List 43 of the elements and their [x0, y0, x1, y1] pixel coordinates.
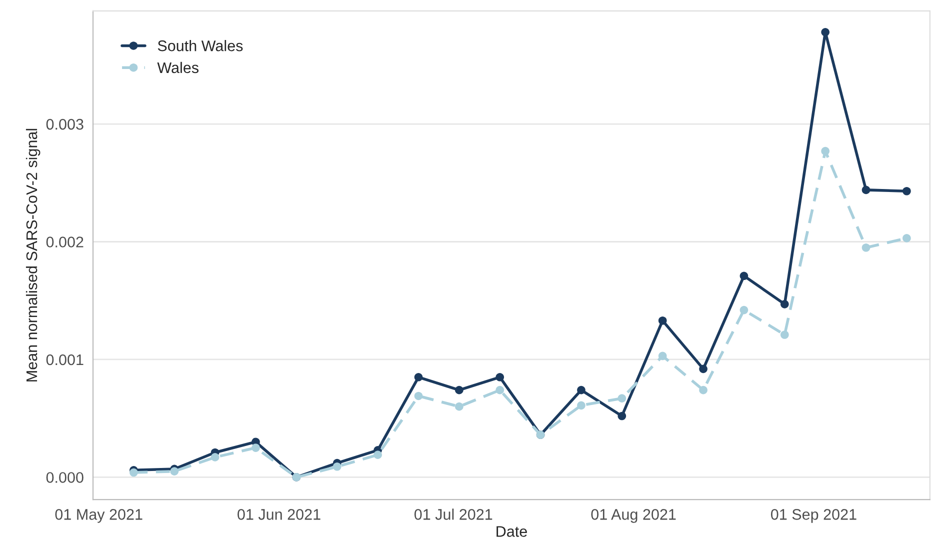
point	[577, 386, 586, 394]
point	[414, 372, 423, 382]
point	[577, 401, 586, 410]
x-tick-label: 01 Jul 2021	[414, 508, 492, 520]
point	[862, 186, 870, 194]
point	[252, 444, 260, 452]
point	[658, 352, 667, 360]
point	[332, 462, 342, 471]
y-axis-title: Mean normalised SARS-CoV-2 signal	[26, 128, 40, 382]
x-tick-label: 01 Sep 2021	[770, 509, 856, 523]
point	[374, 450, 382, 460]
point	[455, 402, 464, 411]
point	[170, 467, 179, 476]
x-tick-label: 01 Aug 2021	[591, 509, 676, 523]
x-tick-label: 01 May 2021	[55, 509, 142, 523]
point	[618, 412, 626, 420]
point	[699, 386, 708, 394]
point	[780, 330, 789, 339]
point	[902, 234, 911, 242]
x-axis-title: Date	[496, 526, 527, 537]
point	[658, 316, 667, 325]
point	[862, 243, 870, 252]
y-tick-label: 0.002	[46, 236, 84, 248]
point	[210, 453, 220, 462]
point	[821, 146, 830, 156]
legend-label: South Wales	[158, 40, 243, 52]
x-tick-label: 01 Jun 2021	[238, 509, 320, 520]
point	[455, 386, 464, 394]
point	[699, 364, 708, 374]
point	[740, 306, 748, 314]
point	[496, 372, 504, 382]
point	[130, 468, 138, 477]
point	[902, 186, 911, 196]
point	[618, 394, 626, 403]
legend-label: Wales	[157, 62, 198, 74]
y-tick-label: 0.003	[46, 118, 84, 130]
point	[821, 28, 830, 36]
point	[740, 272, 748, 280]
point	[414, 392, 423, 400]
y-tick-label: 0.001	[46, 354, 84, 366]
point	[780, 300, 789, 308]
y-tick-label: 0.000	[46, 472, 84, 483]
point	[496, 386, 504, 394]
